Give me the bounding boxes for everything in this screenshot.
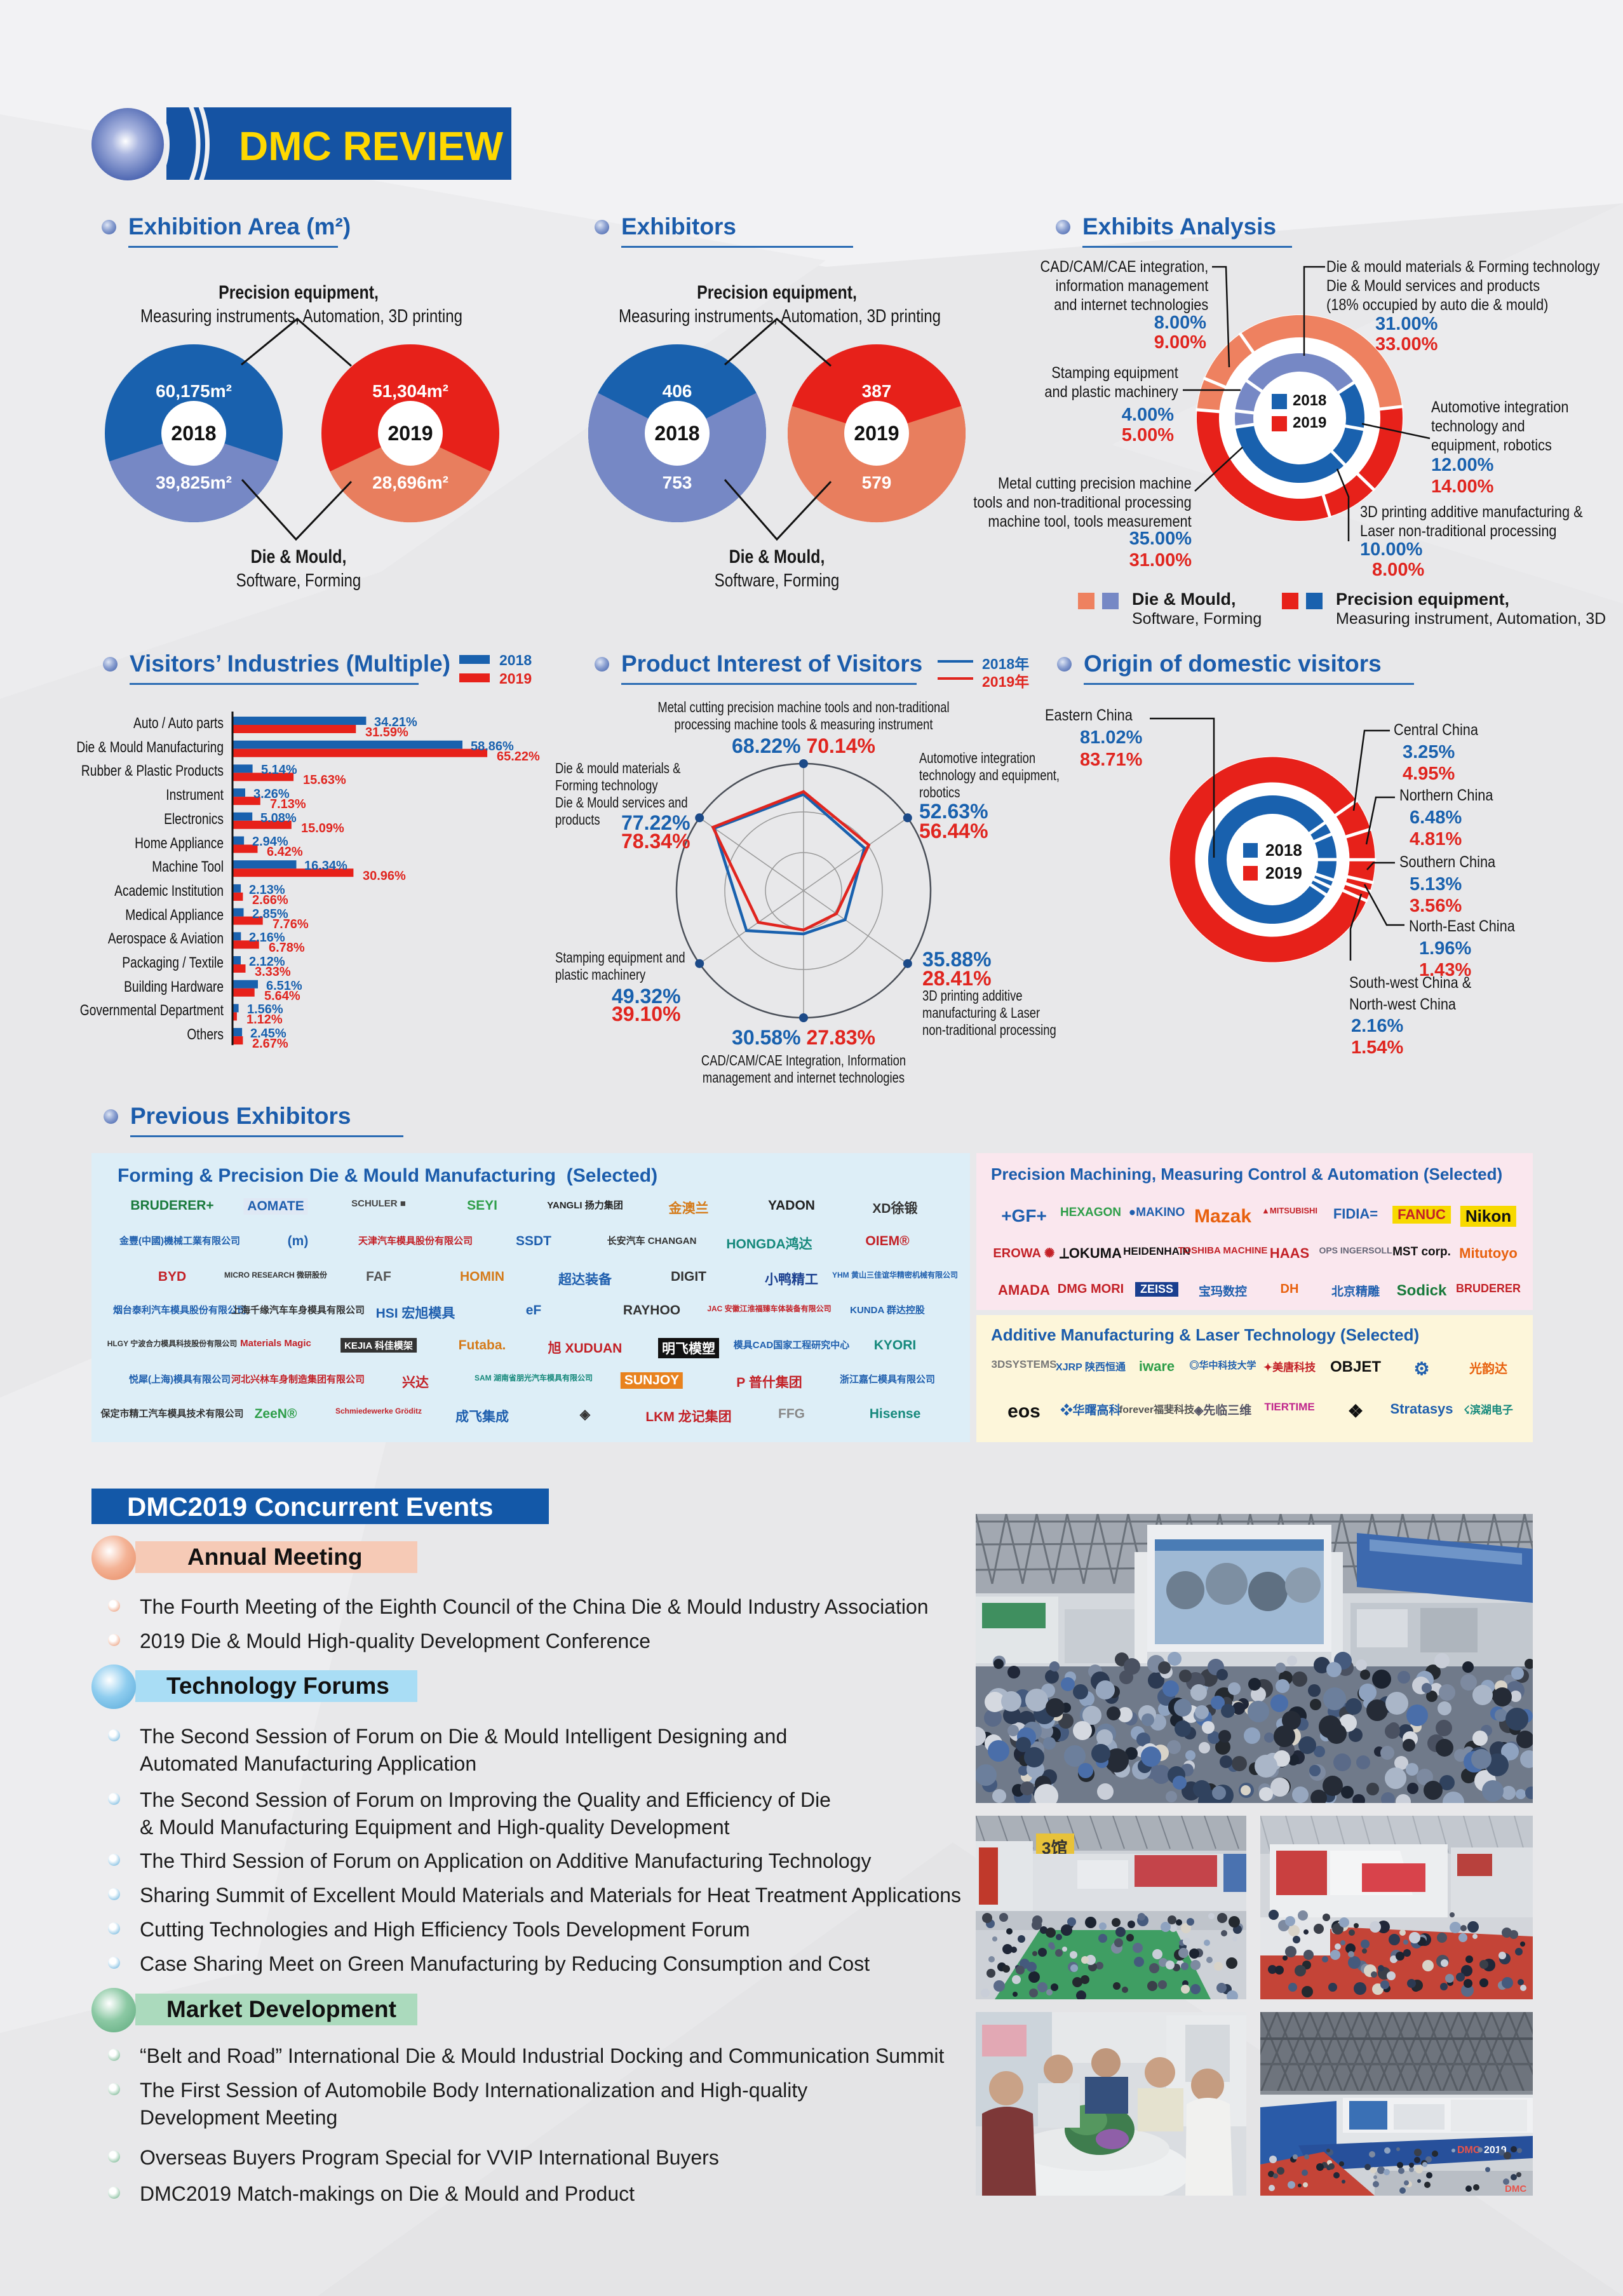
svg-text:DMC: DMC — [1505, 2184, 1526, 2194]
svg-text:DMC: DMC — [1457, 2145, 1481, 2156]
